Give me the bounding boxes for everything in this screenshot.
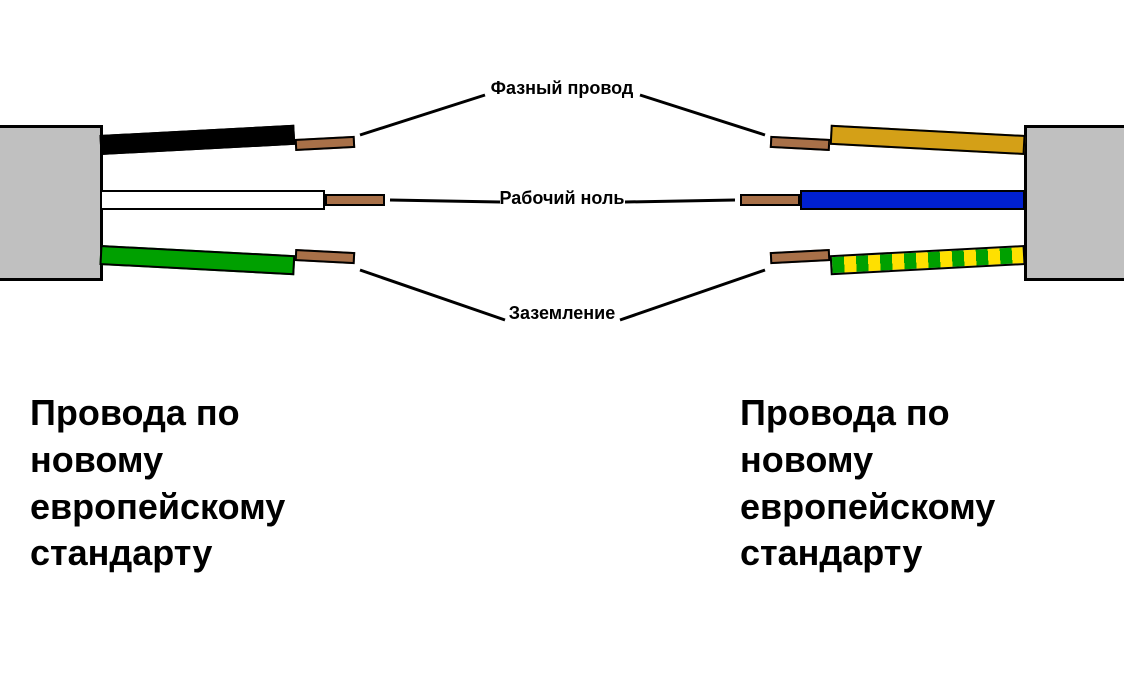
left-wire-neutral-insulation (100, 190, 325, 210)
right-wire-neutral-insulation (800, 190, 1025, 210)
left-wire-ground-conductor (295, 249, 356, 264)
right-wire-phase-conductor (770, 136, 831, 151)
right-wire-neutral-conductor (740, 194, 800, 206)
left-wire-phase-insulation (99, 125, 295, 155)
label-phase: Фазный провод (462, 78, 662, 99)
leader-lines (0, 0, 1124, 693)
right-wire-ground-insulation (830, 245, 1026, 275)
left-wire-phase-conductor (295, 136, 356, 151)
left-wire-ground-insulation (99, 245, 295, 275)
right-wire-ground-conductor (770, 249, 831, 264)
label-neutral: Рабочий ноль (462, 188, 662, 209)
right-wire-phase-insulation (830, 125, 1026, 155)
label-ground: Заземление (462, 303, 662, 324)
left-wire-neutral-conductor (325, 194, 385, 206)
left-cable-sheath (0, 125, 103, 281)
wire-color-diagram: Фазный провод Рабочий ноль Заземление Пр… (0, 0, 1124, 693)
caption-left: Провода поновомуевропейскомустандарту (30, 390, 285, 577)
right-cable-sheath (1024, 125, 1124, 281)
caption-right: Провода поновомуевропейскомустандарту (740, 390, 995, 577)
